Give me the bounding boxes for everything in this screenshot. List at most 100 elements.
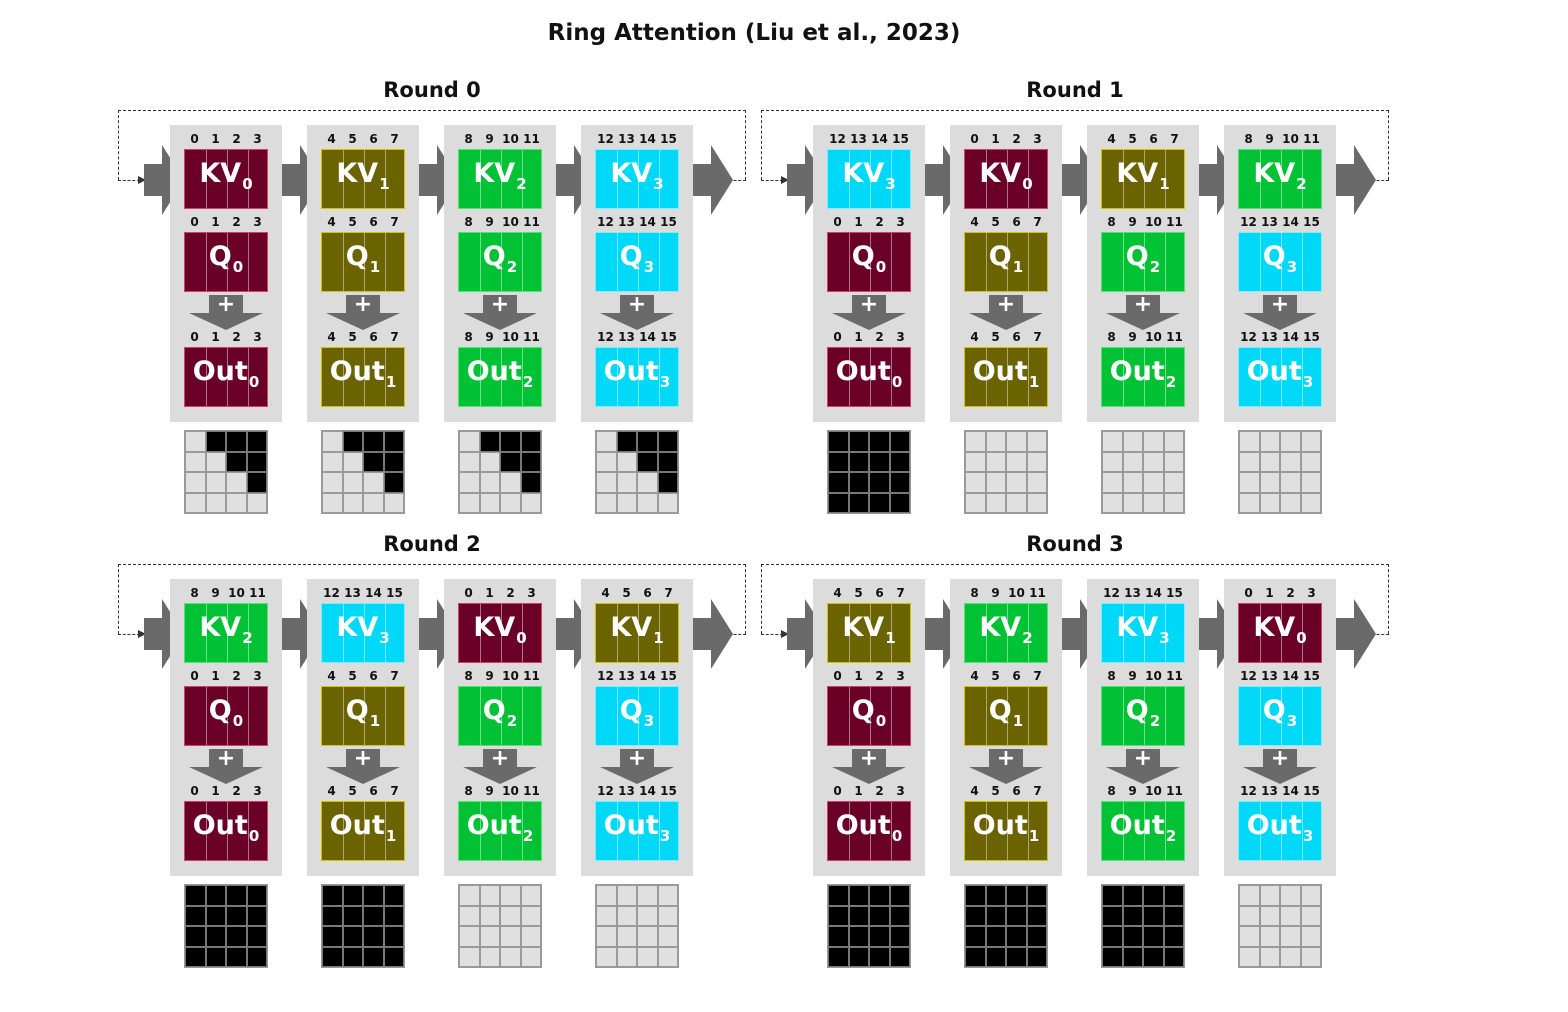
index-label: 3	[896, 330, 905, 344]
block-stripe	[986, 150, 987, 208]
mask-cell	[1239, 472, 1260, 493]
out-index-labels: 12 13 14 15	[595, 330, 679, 344]
index-label: 11	[523, 132, 540, 146]
q-block: Q0	[827, 686, 911, 746]
block-stripe	[343, 233, 344, 291]
index-label: 4	[1107, 132, 1116, 146]
out-block: Out3	[595, 347, 679, 407]
block-stripe	[522, 348, 523, 406]
block-stripe	[227, 150, 228, 208]
index-label: 12	[597, 330, 614, 344]
out-index-labels: 8 9 10 11	[458, 330, 542, 344]
index-label: 9	[1128, 669, 1137, 683]
block-stripe	[501, 687, 502, 745]
block-stripe	[1281, 802, 1282, 860]
block-stripe	[638, 604, 639, 662]
block-stripe	[849, 802, 850, 860]
block-label-text: Out	[972, 810, 1028, 841]
block-label-text: Out	[835, 810, 891, 841]
index-label: 0	[190, 330, 199, 344]
block-stripe	[1028, 687, 1029, 745]
q-block: Q2	[1101, 232, 1185, 292]
mask-cell	[965, 431, 986, 452]
q-index-labels: 8 9 10 11	[1101, 669, 1185, 683]
merge-arrow: +	[832, 747, 906, 787]
pass-arrow-shaft	[693, 618, 711, 650]
mask-cell	[1280, 926, 1301, 947]
block-stripe	[522, 802, 523, 860]
index-label: 2	[506, 586, 515, 600]
mask-cell	[965, 885, 986, 906]
mask-cell	[226, 946, 247, 967]
q-block: Q3	[595, 232, 679, 292]
out-block-label: Out3	[1239, 357, 1321, 390]
block-subscript: 1	[369, 712, 381, 730]
block-stripe	[617, 150, 618, 208]
ring-connection	[761, 564, 1389, 634]
block-stripe	[364, 233, 365, 291]
block-subscript: 0	[891, 827, 903, 845]
mask-cell	[616, 905, 637, 926]
kv-block-label: KV1	[322, 159, 404, 192]
mask-cell	[965, 472, 986, 493]
block-subscript: 0	[1296, 629, 1307, 647]
mask-cell	[1143, 431, 1164, 452]
index-label: 5	[991, 784, 1000, 798]
mask-cell	[479, 431, 500, 452]
ring-arrowhead-icon	[781, 630, 789, 638]
mask-cell	[1026, 905, 1047, 926]
merge-arrow-shaft	[852, 295, 886, 313]
out-block-label: Out3	[596, 357, 678, 390]
block-stripe	[870, 233, 871, 291]
block-stripe	[1302, 233, 1303, 291]
mask-cell	[869, 492, 890, 513]
mask-cell	[1143, 946, 1164, 967]
block-subscript: 0	[248, 373, 260, 391]
index-label: 1	[854, 669, 863, 683]
attention-mask	[321, 884, 405, 968]
block-stripe	[1123, 348, 1124, 406]
q-block-label: Q0	[185, 242, 267, 275]
block-label-text: Q	[851, 241, 875, 272]
block-subscript: 0	[891, 373, 903, 391]
block-stripe	[364, 802, 365, 860]
mask-cell	[1006, 926, 1027, 947]
index-label: 15	[1303, 215, 1320, 229]
block-stripe	[364, 150, 365, 208]
mask-cell	[1259, 885, 1280, 906]
index-label: 10	[1008, 586, 1025, 600]
pass-arrow-icon	[693, 145, 733, 215]
block-stripe	[638, 348, 639, 406]
block-stripe	[385, 150, 386, 208]
out-block-label: Out0	[185, 357, 267, 390]
ring-connection-in	[761, 634, 783, 635]
block-stripe	[385, 802, 386, 860]
index-label: 3	[253, 132, 262, 146]
attention-mask	[827, 430, 911, 514]
block-subscript: 3	[643, 712, 655, 730]
index-label: 9	[485, 215, 494, 229]
mask-cell	[848, 472, 869, 493]
index-label: 14	[639, 784, 656, 798]
mask-cell	[869, 431, 890, 452]
index-label: 13	[618, 669, 635, 683]
block-stripe	[227, 687, 228, 745]
mask-cell	[185, 451, 206, 472]
block-stripe	[870, 802, 871, 860]
mask-cell	[1143, 926, 1164, 947]
mask-cell	[1300, 926, 1321, 947]
block-stripe	[1260, 233, 1261, 291]
index-label: 13	[1261, 669, 1278, 683]
mask-cell	[869, 946, 890, 967]
out-block-label: Out3	[596, 811, 678, 844]
q-block: Q1	[321, 232, 405, 292]
mask-cell	[1163, 492, 1184, 513]
mask-cell	[889, 926, 910, 947]
block-stripe	[227, 348, 228, 406]
plus-icon: +	[1133, 746, 1153, 771]
mask-cell	[1102, 905, 1123, 926]
mask-cell	[1239, 946, 1260, 967]
block-stripe	[1165, 802, 1166, 860]
q-block: Q0	[827, 232, 911, 292]
